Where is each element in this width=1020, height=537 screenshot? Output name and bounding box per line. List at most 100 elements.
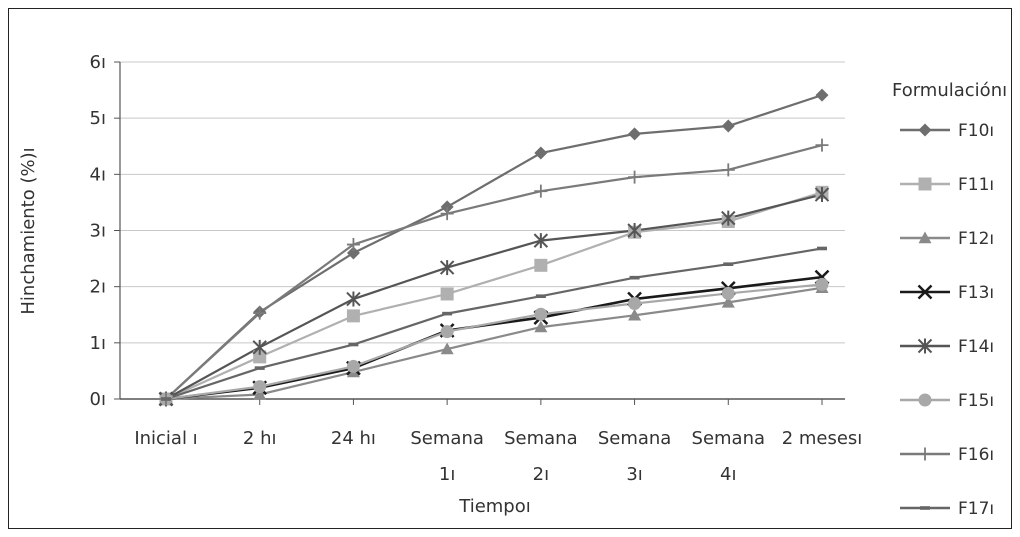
series-line-5: [165, 193, 823, 400]
y-tick-label: 2ı: [90, 277, 106, 298]
series-8-point: [535, 294, 546, 299]
legend-item-6: F15ı: [900, 391, 994, 411]
legend-item-8: F17ı: [900, 499, 994, 519]
series-line-6: [165, 283, 823, 401]
series-1-point: [721, 119, 735, 133]
y-tick-label: 1ı: [90, 333, 106, 354]
series-8-point: [161, 397, 171, 401]
legend-label: F16ı: [958, 445, 994, 465]
series-7-point: [534, 184, 548, 198]
series-line-3: [165, 286, 823, 401]
legend-label: F14ı: [958, 337, 994, 357]
series-6-point: [628, 297, 642, 311]
series-1-point: [628, 127, 642, 141]
legend-label: F11ı: [958, 175, 994, 195]
series-7-point: [815, 138, 829, 152]
series-7-point: [721, 163, 735, 177]
legend-item-1: F10ı: [900, 121, 994, 141]
series-5-point: [721, 210, 736, 226]
legend-swatch-marker: [918, 177, 932, 191]
x-tick-label: Semana: [410, 428, 484, 449]
y-tick-label: 4ı: [90, 164, 106, 185]
series-3-point: [440, 342, 454, 355]
series-5-point: [252, 339, 267, 355]
series-3-point: [253, 388, 267, 400]
legend-swatch-marker: [918, 231, 932, 244]
series-1-point: [346, 246, 360, 260]
y-tick-label: 3ı: [90, 221, 106, 242]
series-2-point: [346, 309, 360, 323]
x-tick-label: Semana: [504, 428, 578, 449]
series-2-point: [253, 350, 267, 364]
legend-swatch-marker: [918, 447, 932, 461]
x-tick-label: 3ı: [626, 464, 642, 485]
legend-label: F12ı: [958, 229, 994, 249]
legend: Formulaciónı F10ı F11ı F12ı F13ı F14ı F15ı F16…: [892, 80, 1007, 519]
legend-swatch-marker: [917, 338, 933, 354]
series-8-point: [629, 275, 640, 280]
series-7-point: [440, 207, 454, 221]
series-line-7: [165, 144, 823, 400]
x-tick-labels: Inicial ı 2 hı 24 hı Semana 1ı Semana 2ı Semana…: [134, 428, 862, 485]
y-tick-label: 0ı: [90, 389, 106, 410]
series-3-point: [534, 320, 548, 333]
x-tick-label: 2 hı: [243, 428, 277, 449]
legend-item-3: F12ı: [900, 229, 994, 249]
series-5-point: [627, 223, 642, 238]
series-line-8: [165, 247, 823, 401]
series-6-point: [815, 277, 829, 291]
series-line-4: [165, 275, 823, 401]
chart-frame: [8, 8, 1012, 529]
grid-lines: [114, 61, 845, 405]
series-7-point: [253, 306, 267, 320]
series-markers: [158, 88, 830, 407]
series-8-point: [442, 311, 453, 316]
x-tick-label: Semana: [692, 428, 766, 449]
series-line-2: [165, 191, 823, 401]
series-6-point: [440, 325, 454, 339]
series-5-point: [814, 187, 830, 203]
series-8-point: [817, 246, 827, 251]
y-tick-label: 6ı: [90, 52, 106, 73]
series-1-point: [534, 146, 548, 160]
series-8-point: [254, 366, 265, 370]
y-axis-title: Hinchamiento (%)ı: [18, 147, 39, 314]
series-3-point: [628, 308, 642, 321]
series-2-point: [440, 287, 454, 301]
series-8-point: [348, 342, 359, 347]
series-5-point: [346, 291, 361, 307]
legend-item-2: F11ı: [900, 175, 994, 195]
series-7-point: [628, 170, 642, 184]
series-lines: [165, 94, 823, 401]
legend-swatch-marker: [917, 284, 933, 300]
series-3-point: [721, 295, 735, 308]
legend-label: F17ı: [958, 499, 994, 519]
x-tick-label: 2 mesesı: [782, 428, 863, 449]
x-tick-label: Semana: [598, 428, 672, 449]
series-6-point: [721, 286, 735, 300]
legend-label: F15ı: [958, 391, 994, 411]
x-tick-label: 24 hı: [331, 428, 376, 449]
series-1-point: [815, 88, 829, 102]
series-5-point: [533, 233, 549, 249]
series-6-point: [253, 380, 267, 394]
legend-item-7: F16ı: [900, 445, 994, 465]
legend-swatch-marker: [918, 123, 932, 137]
x-tick-label: 1ı: [439, 464, 455, 485]
series-8-point: [723, 262, 734, 266]
series-7-point: [346, 238, 360, 252]
series-5-point: [439, 260, 455, 276]
x-tick-label: 2ı: [533, 464, 549, 485]
legend-item-5: F14ı: [900, 337, 994, 357]
legend-item-4: F13ı: [900, 283, 994, 303]
x-axis-title: Tiempoı: [458, 496, 531, 517]
legend-label: F13ı: [958, 283, 994, 303]
y-tick-labels: 0ı 1ı 2ı 3ı 4ı 5ı 6ı: [90, 52, 106, 410]
series-6-point: [346, 359, 360, 373]
x-tick-label: 4ı: [720, 464, 736, 485]
legend-label: F10ı: [958, 121, 994, 141]
series-1-point: [440, 200, 454, 214]
series-6-point: [534, 307, 548, 321]
legend-title: Formulaciónı: [892, 80, 1007, 101]
